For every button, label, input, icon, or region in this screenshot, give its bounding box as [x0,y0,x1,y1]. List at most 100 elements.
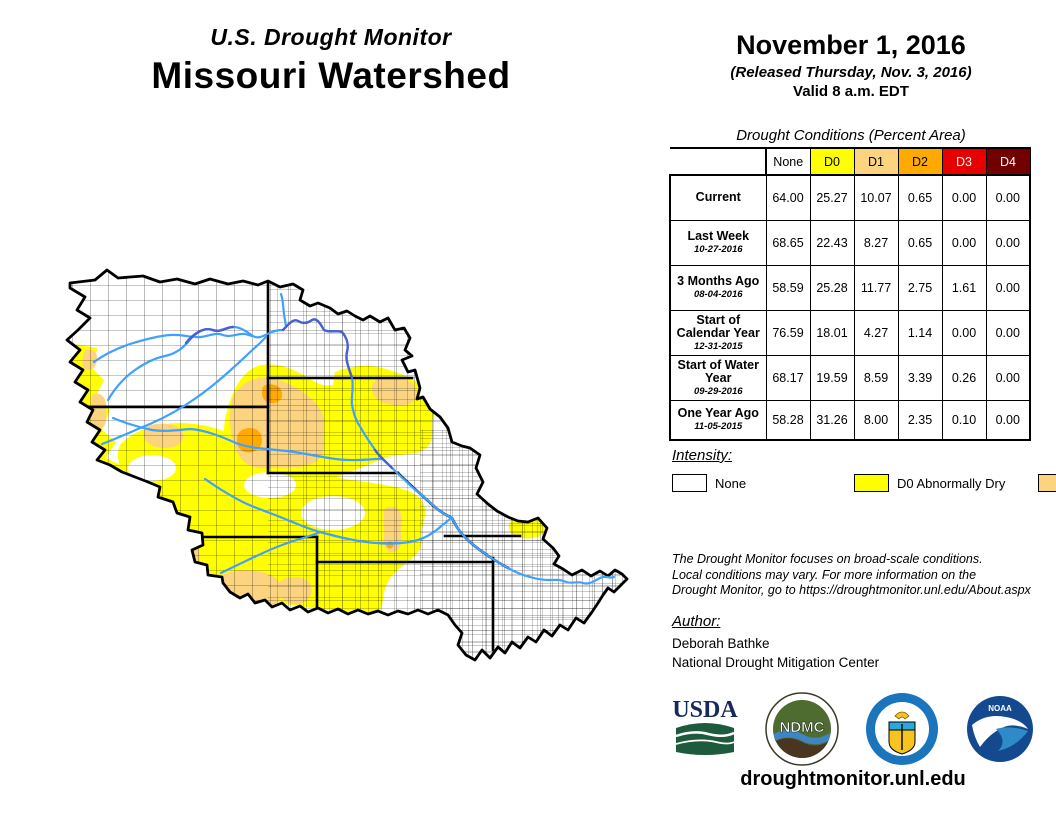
value-cell: 31.26 [809,400,855,441]
value-cell: 64.00 [765,174,811,221]
value-cell: 11.77 [853,265,899,311]
value-cell: 0.00 [985,220,1031,266]
col-header-none: None [765,147,811,176]
watershed-outline [65,268,629,662]
map-date: November 1, 2016 [736,30,966,60]
south-platte-river [219,530,322,575]
row-date: 08-04-2016 [693,289,743,301]
commerce-seal-logo [866,693,939,765]
value-cell: 10.07 [853,174,899,221]
value-cell: 58.28 [765,400,811,441]
drought-conditions-table: None D0 D1 D2 D3 D4 Current 64.00 25.27 … [669,147,1031,441]
value-cell: 0.00 [941,174,987,221]
table-row: One Year Ago 11-05-2015 58.28 31.26 8.00 … [669,400,1031,441]
legend-item-d1: D1 Moderate Drought [1038,470,1056,496]
watershed-map [65,268,629,662]
value-cell: 22.43 [809,220,855,266]
table-row: Current 64.00 25.27 10.07 0.65 0.00 0.00 [669,174,1031,221]
lake-oahe [340,330,354,380]
intensity-heading: Intensity: [672,447,733,464]
none-swatch [672,474,707,492]
milk-river [92,332,254,364]
state-borders [88,280,522,652]
d1-swatch [1038,474,1056,492]
value-cell: 0.00 [985,310,1031,356]
title-block: U.S. Drought Monitor Missouri Watershed [0,24,662,97]
usda-field-icon [675,723,735,755]
value-cell: 8.00 [853,400,899,441]
col-header-d3: D3 [941,147,987,176]
value-cell: 0.00 [985,265,1031,311]
legend-item-d0: D0 Abnormally Dry [854,470,1038,496]
col-header-d1: D1 [853,147,899,176]
author-organization: National Drought Mitigation Center [672,655,880,670]
row-label: Start of Water Year [677,357,760,386]
date-block: November 1, 2016 (Released Thursday, Nov… [668,30,1034,100]
col-header-d2: D2 [897,147,943,176]
row-label: 3 Months Ago [677,274,760,289]
release-date: (Released Thursday, Nov. 3, 2016) [730,64,972,81]
disclaimer-text: The Drought Monitor focuses on broad-sca… [672,552,1031,598]
value-cell: 0.00 [985,400,1031,441]
legend-label: None [715,475,747,491]
table-row: Start of Calendar Year 12-31-2015 76.59 1… [669,310,1031,356]
value-cell: 1.61 [941,265,987,311]
row-date: 09-29-2016 [693,386,743,398]
value-cell: 68.17 [765,355,811,401]
legend-item-none: None [672,470,854,496]
platte-river [318,517,452,545]
table-title: Drought Conditions (Percent Area) [736,127,966,144]
row-date: 10-27-2016 [693,244,743,256]
valid-time: Valid 8 a.m. EDT [793,83,909,100]
value-cell: 2.75 [897,265,943,311]
page-title: Missouri Watershed [151,55,511,96]
value-cell: 1.14 [897,310,943,356]
value-cell: 2.35 [897,400,943,441]
table-row: Last Week 10-27-2016 68.65 22.43 8.27 0.6… [669,220,1031,266]
footer-url: droughtmonitor.unl.edu [740,768,966,790]
row-label: One Year Ago [677,406,759,421]
table-row: 3 Months Ago 08-04-2016 58.59 25.28 11.77… [669,265,1031,311]
table-row: Start of Water Year 09-29-2016 68.17 19.5… [669,355,1031,401]
author-heading: Author: [672,613,721,630]
row-label: Current [695,190,741,205]
svg-text:NOAA: NOAA [988,704,1012,713]
value-cell: 68.65 [765,220,811,266]
usda-logo: USDA [672,698,738,760]
value-cell: 58.59 [765,265,811,311]
intensity-legend: None D0 Abnormally Dry D1 Moderate Droug… [672,470,1056,496]
value-cell: 0.65 [897,220,943,266]
value-cell: 0.10 [941,400,987,441]
noaa-logo: NOAA [966,696,1033,762]
value-cell: 25.28 [809,265,855,311]
row-label: Last Week [687,229,750,244]
yellowstone-river [100,335,268,446]
north-platte-river [203,477,322,534]
fort-peck-lake [184,325,235,345]
value-cell: 19.59 [809,355,855,401]
value-cell: 0.65 [897,174,943,221]
program-title: U.S. Drought Monitor [210,24,452,50]
value-cell: 3.39 [897,355,943,401]
table-header-row: None D0 D1 D2 D3 D4 [670,147,1031,176]
reservoir-segments [184,318,394,470]
value-cell: 8.59 [853,355,899,401]
value-cell: 76.59 [765,310,811,356]
value-cell: 0.00 [985,174,1031,221]
value-cell: 0.00 [941,220,987,266]
value-cell: 0.26 [941,355,987,401]
value-cell: 25.27 [809,174,855,221]
row-date: 11-05-2015 [694,421,743,433]
souris-tributary [279,292,288,329]
lake-francis-case [373,448,394,470]
logo-row: USDA NDMC NOAA [670,690,1036,768]
value-cell: 18.01 [809,310,855,356]
value-cell: 8.27 [853,220,899,266]
county-grid [67,270,627,660]
value-cell: 0.00 [941,310,987,356]
lake-sakakawea [281,318,344,334]
legend-label: D0 Abnormally Dry [897,475,1006,491]
white-river [111,416,384,462]
col-header-d4: D4 [985,147,1031,176]
